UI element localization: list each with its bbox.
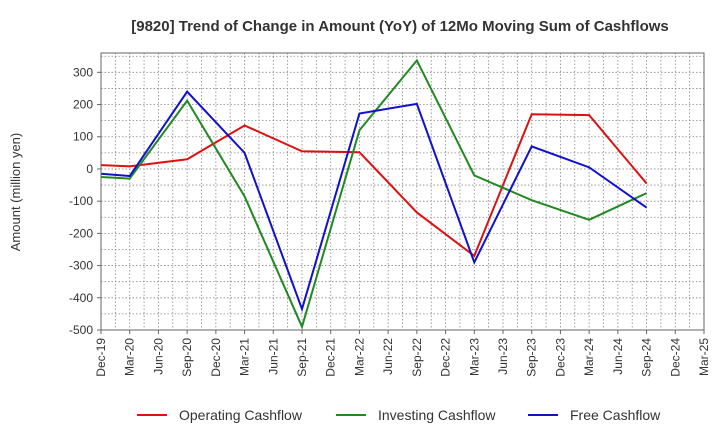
series-line-2 — [100, 58, 647, 330]
legend: Operating Cashflow Investing Cashflow Free… — [137, 407, 661, 423]
x-tick-label: Dec-19 — [94, 338, 108, 377]
series-line-3 — [100, 90, 648, 313]
y-tick-label: 300 — [73, 65, 93, 79]
y-tick-label: -400 — [69, 291, 93, 305]
series-line-1 — [100, 113, 648, 258]
x-tick-label: Jun-22 — [381, 338, 395, 375]
x-tick-label: Sep-23 — [525, 338, 539, 377]
x-tick-label: Mar-21 — [238, 338, 252, 376]
x-tick-label: Mar-24 — [582, 338, 596, 376]
plot-border — [100, 52, 705, 331]
x-tick-label: Sep-22 — [410, 338, 424, 377]
y-axis-title: Amount (million yen) — [8, 133, 23, 252]
x-tick-label: Jun-23 — [496, 338, 510, 375]
y-tick-label: -100 — [69, 194, 93, 208]
x-tick-label: Dec-23 — [553, 338, 567, 377]
x-tick-label: Mar-23 — [467, 338, 481, 376]
x-tick-label: Mar-25 — [697, 338, 711, 376]
y-tick-label: -500 — [69, 323, 93, 337]
x-tick-label: Mar-20 — [123, 338, 137, 376]
x-tick-label: Jun-20 — [151, 338, 165, 375]
x-tick-label: Mar-22 — [352, 338, 366, 376]
x-tick-label: Sep-20 — [180, 338, 194, 377]
x-tick-label: Dec-22 — [439, 338, 453, 377]
chart-title: [9820] Trend of Change in Amount (YoY) o… — [131, 18, 669, 35]
axes: -500 -400 -300 -200 -100 0 100 200 300 Dec-19 Mar-… — [69, 52, 711, 377]
legend-label-2: Investing Cashflow — [378, 407, 496, 423]
y-tick-label: -300 — [69, 259, 93, 273]
y-tick-label: -200 — [69, 226, 93, 240]
grid-lines — [101, 53, 704, 331]
x-tick-label: Dec-21 — [324, 338, 338, 377]
x-tick-label: Jun-21 — [266, 338, 280, 375]
series-group — [100, 58, 648, 330]
legend-label-3: Free Cashflow — [570, 407, 661, 423]
x-tick-label: Jun-24 — [611, 338, 625, 375]
y-tick-label: 0 — [86, 162, 93, 176]
y-tick-label: 100 — [73, 130, 93, 144]
x-tick-label: Dec-24 — [668, 338, 682, 377]
x-tick-label: Sep-24 — [640, 338, 654, 377]
y-tick-label: 200 — [73, 98, 93, 112]
legend-label-1: Operating Cashflow — [179, 407, 303, 423]
x-tick-label: Dec-20 — [209, 338, 223, 377]
x-tick-label: Sep-21 — [295, 338, 309, 377]
